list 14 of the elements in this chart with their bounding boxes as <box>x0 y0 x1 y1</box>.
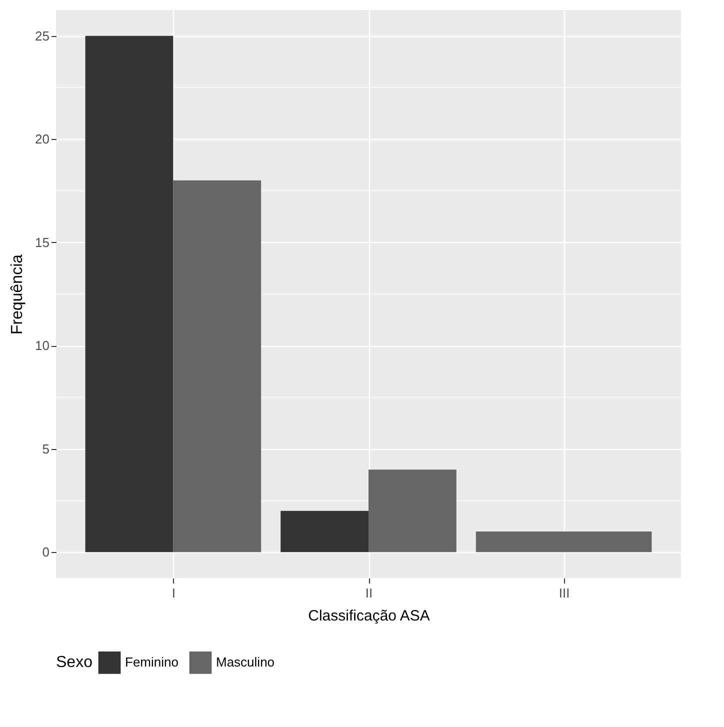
legend-label: Masculino <box>216 654 275 670</box>
y-tick-label: 15 <box>35 234 50 250</box>
y-axis-title: Frequência <box>9 254 26 335</box>
y-tick-label: 20 <box>35 132 50 147</box>
legend-label: Feminino <box>125 654 178 670</box>
legend-title: Sexo <box>56 654 93 671</box>
y-tick-label: 5 <box>42 441 50 456</box>
y-tick-label: 25 <box>35 28 50 44</box>
y-tick-label: 10 <box>35 338 50 354</box>
x-tick-label: I <box>172 586 176 600</box>
x-axis-title: Classificação ASA <box>308 608 430 624</box>
y-tick-label: 0 <box>42 544 50 560</box>
x-tick-label: III <box>558 586 570 600</box>
x-tick-label: II <box>365 586 373 600</box>
